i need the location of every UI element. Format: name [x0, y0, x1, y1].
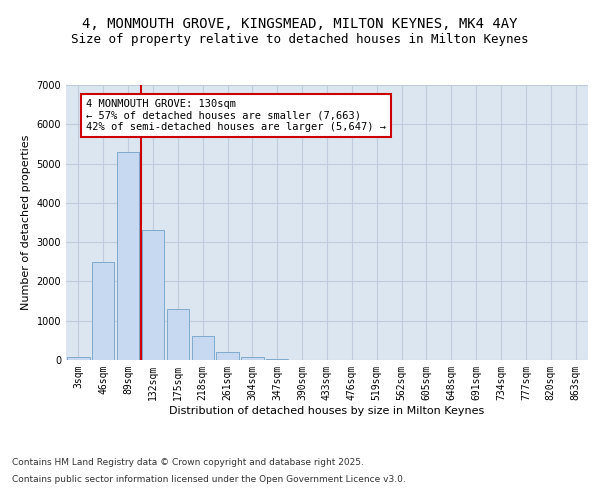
- Text: Contains public sector information licensed under the Open Government Licence v3: Contains public sector information licen…: [12, 476, 406, 484]
- Bar: [241, 357, 263, 360]
- Bar: [167, 309, 189, 360]
- Bar: [142, 230, 164, 360]
- Bar: [92, 262, 115, 360]
- Text: 4 MONMOUTH GROVE: 130sqm
← 57% of detached houses are smaller (7,663)
42% of sem: 4 MONMOUTH GROVE: 130sqm ← 57% of detach…: [86, 98, 386, 132]
- Y-axis label: Number of detached properties: Number of detached properties: [21, 135, 31, 310]
- Bar: [117, 152, 139, 360]
- Text: Size of property relative to detached houses in Milton Keynes: Size of property relative to detached ho…: [71, 32, 529, 46]
- Text: Contains HM Land Registry data © Crown copyright and database right 2025.: Contains HM Land Registry data © Crown c…: [12, 458, 364, 467]
- X-axis label: Distribution of detached houses by size in Milton Keynes: Distribution of detached houses by size …: [169, 406, 485, 415]
- Bar: [217, 352, 239, 360]
- Bar: [266, 359, 289, 360]
- Bar: [67, 357, 89, 360]
- Text: 4, MONMOUTH GROVE, KINGSMEAD, MILTON KEYNES, MK4 4AY: 4, MONMOUTH GROVE, KINGSMEAD, MILTON KEY…: [82, 18, 518, 32]
- Bar: [191, 336, 214, 360]
